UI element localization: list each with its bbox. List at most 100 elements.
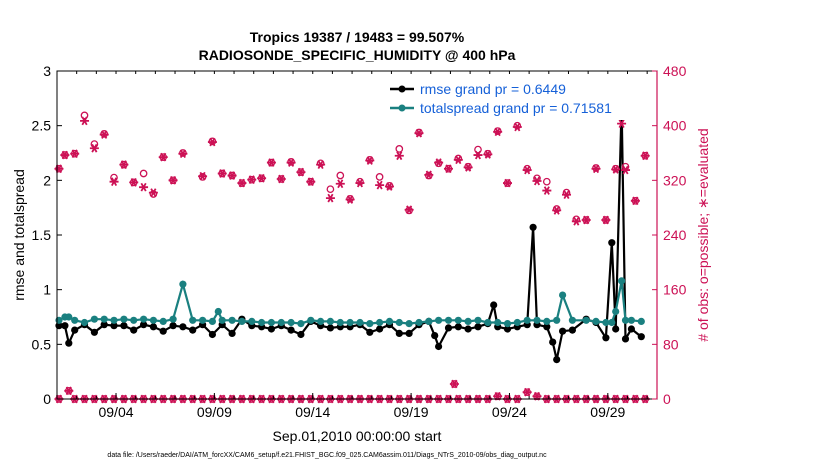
totalspread-point — [435, 316, 443, 324]
obs-evaluated-marker — [158, 152, 168, 162]
totalspread-point — [317, 317, 325, 325]
rmse-point — [395, 329, 403, 337]
totalspread-point — [179, 280, 187, 288]
rmse-point — [454, 323, 462, 331]
totalspread-point — [612, 307, 620, 316]
obs-evaluated-marker — [139, 182, 149, 192]
rmse-point — [444, 324, 453, 332]
chart-title-line2: RADIOSONDE_SPECIFIC_HUMIDITY @ 400 hPa — [199, 47, 516, 63]
obs-evaluated-marker — [70, 149, 80, 159]
obs-evaluated-marker — [443, 164, 453, 174]
legend-box — [385, 78, 632, 120]
totalspread-point — [71, 316, 79, 324]
obs-evaluated-marker — [640, 151, 650, 161]
chart-title-line1: Tropics 19387 / 19483 = 99.507% — [250, 29, 465, 45]
x-axis-label: Sep.01,2010 00:00:00 start — [273, 428, 442, 444]
y-right-tick-label: 320 — [663, 172, 687, 188]
obs-evaluated-marker — [266, 158, 276, 167]
totalspread-point — [474, 316, 482, 324]
obs-evaluated-marker — [493, 127, 503, 137]
legend-rmse-marker — [398, 85, 406, 93]
totalspread-point — [454, 316, 462, 324]
totalspread-point — [208, 317, 216, 325]
totalspread-point — [366, 320, 374, 328]
obs-evaluated-marker — [512, 122, 522, 132]
rmse-point — [208, 330, 216, 339]
obs-evaluated-marker — [306, 177, 316, 187]
plot-area — [54, 102, 650, 404]
obs-evaluated-marker — [522, 387, 532, 397]
totalspread-point — [90, 315, 98, 323]
totalspread-point — [415, 318, 423, 327]
obs-evaluated-marker — [60, 150, 70, 160]
obs-evaluated-marker — [453, 155, 463, 165]
obs-evaluated-marker — [276, 174, 286, 184]
obs-evaluated-marker — [532, 176, 542, 186]
rmse-point — [612, 325, 620, 333]
obs-evaluated-marker — [394, 151, 404, 161]
rmse-point — [543, 323, 551, 331]
totalspread-point — [65, 313, 73, 321]
rmse-point — [464, 325, 472, 333]
rmse-point — [159, 327, 167, 335]
obs-evaluated-marker — [99, 130, 109, 139]
y-left-tick-label: 3 — [43, 63, 51, 79]
y-left-tick-label: 2 — [43, 172, 51, 188]
obs-possible-marker — [513, 121, 522, 130]
totalspread-point — [464, 317, 472, 325]
rmse-point — [228, 329, 236, 337]
x-tick-label: 09/04 — [98, 404, 133, 420]
totalspread-point — [238, 317, 246, 325]
x-tick-label: 09/09 — [197, 404, 232, 420]
obs-evaluated-marker — [630, 196, 640, 206]
y-left-tick-label: 2.5 — [32, 118, 52, 134]
totalspread-point — [110, 316, 118, 324]
obs-evaluated-marker — [384, 182, 394, 191]
legend-spread-marker — [398, 104, 406, 112]
totalspread-point — [214, 307, 222, 316]
obs-evaluated-marker — [345, 195, 355, 204]
totalspread-point — [608, 318, 616, 327]
obs-evaluated-marker — [237, 178, 247, 188]
rmse-point — [405, 329, 413, 337]
rmse-point — [637, 333, 645, 341]
y-axis-right-label: # of obs: o=possible; ∗=evaluated — [695, 128, 711, 341]
rmse-point — [529, 223, 537, 231]
obs-possible-marker — [336, 171, 345, 180]
obs-evaluated-marker — [434, 158, 444, 167]
totalspread-point — [277, 318, 285, 327]
totalspread-point — [405, 320, 413, 328]
totalspread-point — [553, 316, 561, 324]
rmse-point — [179, 323, 187, 331]
y-axis-left-label: rmse and totalspread — [11, 169, 27, 301]
obs-evaluated-marker — [601, 215, 611, 225]
obs-evaluated-marker — [335, 179, 345, 189]
rmse-point — [189, 326, 197, 334]
totalspread-point — [258, 318, 266, 327]
obs-evaluated-marker — [296, 167, 306, 177]
totalspread-point — [385, 317, 394, 325]
obs-evaluated-marker — [168, 175, 178, 185]
totalspread-point — [621, 316, 630, 324]
obs-evaluated-marker — [247, 175, 257, 184]
obs-possible-marker — [326, 185, 335, 194]
rmse-point — [608, 239, 616, 247]
totalspread-point — [568, 316, 577, 324]
rmse-point — [90, 328, 98, 336]
obs-evaluated-marker — [109, 177, 119, 187]
obs-evaluated-marker — [286, 158, 296, 167]
totalspread-point — [169, 315, 177, 323]
y-right-tick-label: 240 — [663, 227, 687, 243]
x-tick-label: 09/19 — [394, 404, 429, 420]
totalspread-point — [140, 315, 148, 323]
rmse-point — [568, 326, 577, 334]
obs-evaluated-marker — [178, 149, 188, 159]
obs-evaluated-marker — [581, 215, 591, 225]
totalspread-point — [159, 317, 167, 325]
totalspread-point — [130, 316, 138, 324]
obs-possible-marker — [454, 154, 463, 163]
totalspread-point — [307, 316, 315, 324]
obs-evaluated-marker — [424, 170, 434, 180]
y-left-tick-label: 1 — [43, 282, 51, 298]
totalspread-point — [297, 320, 305, 328]
